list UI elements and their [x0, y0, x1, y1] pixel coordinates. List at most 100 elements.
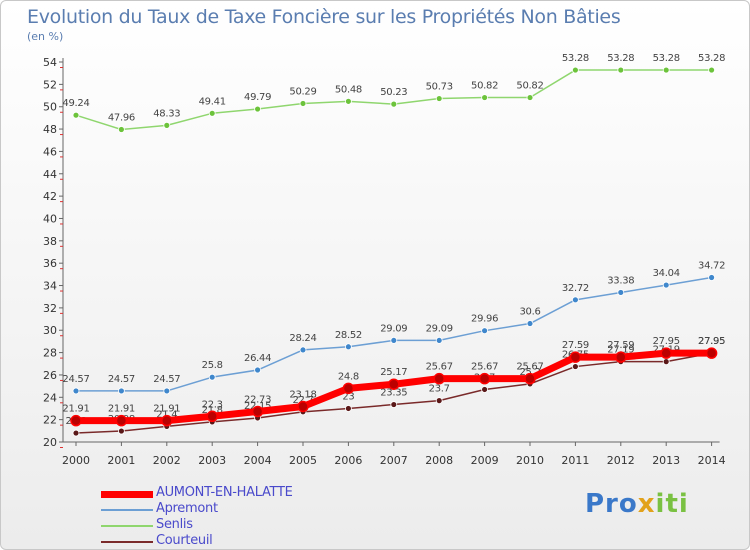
- data-point: [569, 351, 582, 363]
- data-point: [481, 94, 489, 101]
- data-label: 24.57: [108, 374, 135, 385]
- series-line: [75, 69, 713, 131]
- data-label: 50.82: [516, 81, 543, 92]
- y-tick-label: 48: [43, 123, 57, 136]
- data-label: 26.44: [244, 353, 271, 364]
- data-label: 25.8: [202, 360, 223, 371]
- x-tick-label: 2004: [244, 454, 272, 467]
- data-label: 27.95: [698, 336, 725, 347]
- data-label: 50.48: [335, 84, 362, 95]
- x-tick-label: 2002: [153, 454, 181, 467]
- y-tick-label: 24: [43, 391, 57, 404]
- data-label: 27.19: [607, 345, 634, 356]
- x-tick-label: 2014: [698, 454, 726, 467]
- data-point: [299, 100, 307, 107]
- data-label: 27.95: [653, 336, 680, 347]
- data-point: [662, 66, 670, 74]
- data-label: 24.8: [338, 371, 359, 382]
- legend-swatch-apremont: [101, 509, 153, 511]
- legend-label-aumont: AUMONT-EN-HALATTE: [156, 485, 293, 500]
- chart-subtitle: (en %): [27, 30, 64, 43]
- data-label: 28.24: [289, 333, 316, 344]
- legend-label-apremont: Apremont: [156, 501, 218, 516]
- data-point: [115, 414, 128, 427]
- data-point: [72, 111, 80, 119]
- data-point: [72, 429, 80, 437]
- y-tick-label: 54: [43, 56, 57, 69]
- data-label: 53.28: [653, 53, 680, 64]
- y-tick-label: 32: [43, 302, 57, 315]
- data-label: 53.28: [607, 53, 634, 64]
- legend-swatch-senlis: [101, 525, 153, 527]
- data-point: [390, 100, 398, 108]
- y-tick-label: 50: [43, 101, 57, 114]
- data-point: [344, 405, 352, 412]
- y-tick-label: 44: [43, 168, 57, 181]
- data-point: [662, 358, 670, 366]
- data-label: 21.91: [153, 404, 180, 415]
- x-tick-label: 2005: [289, 454, 317, 467]
- series-senlis: 49.24 47.96 48.33 49.41 49.79 50.29 50.48 50.23…: [62, 53, 725, 133]
- data-label: 25.2: [519, 367, 540, 378]
- data-label: 21.4: [156, 409, 177, 420]
- data-point: [478, 372, 491, 385]
- data-point: [208, 373, 216, 381]
- x-tick-label: 2011: [561, 454, 589, 467]
- data-point: [388, 378, 400, 390]
- data-label: 22.7: [292, 395, 313, 406]
- legend-label-courteuil: Courteuil: [156, 533, 213, 548]
- data-point: [433, 372, 445, 385]
- series-layer: 49.24 47.96 48.33 49.41 49.79 50.29 50.48 50.23…: [62, 53, 725, 437]
- y-tick-label: 22: [43, 414, 57, 427]
- data-point: [163, 121, 171, 129]
- data-label: 23.35: [380, 388, 407, 399]
- data-label: 32.72: [562, 283, 589, 294]
- data-point: [299, 346, 307, 354]
- data-point: [435, 397, 443, 405]
- data-label: 29.09: [426, 323, 453, 334]
- data-point: [705, 347, 718, 359]
- y-tick-label: 52: [43, 78, 57, 91]
- series-apremont: 24.57 24.57 24.57 25.8 26.44 28.24 28.52 29.09 2…: [62, 260, 725, 395]
- legend-swatch-courteuil: [101, 541, 153, 543]
- data-point: [208, 109, 216, 117]
- y-tick-label: 42: [43, 190, 57, 203]
- data-label: 53.28: [698, 53, 725, 64]
- data-point: [254, 366, 262, 374]
- x-tick-label: 2008: [425, 454, 453, 467]
- legend-swatch-aumont: [101, 491, 153, 498]
- y-tick-label: 40: [43, 212, 57, 225]
- data-label: 53.28: [562, 53, 589, 64]
- x-tick-label: 2003: [198, 454, 226, 467]
- data-point: [708, 66, 715, 74]
- x-tick-label: 2006: [334, 454, 362, 467]
- data-label: 49.41: [199, 96, 226, 107]
- data-label: 25.17: [380, 367, 407, 378]
- data-label: 23.7: [429, 384, 450, 395]
- x-tick-label: 2007: [380, 454, 408, 467]
- data-point: [297, 400, 309, 413]
- chart-title: Evolution du Taux de Taxe Foncière sur l…: [27, 6, 621, 28]
- data-point: [617, 66, 625, 74]
- y-tick-label: 38: [43, 235, 57, 248]
- x-tick-label: 2001: [107, 454, 135, 467]
- x-tick-label: 2012: [607, 454, 635, 467]
- data-point: [526, 94, 534, 101]
- data-point: [708, 274, 715, 281]
- data-label: 27.59: [562, 340, 589, 351]
- x-axis: 2000 2001 2002 2003 2004 2005 2006 2007 2008 2009…: [62, 441, 726, 467]
- y-tick-label: 28: [43, 347, 57, 360]
- data-label: 21.8: [202, 405, 223, 416]
- data-point: [617, 289, 625, 296]
- x-tick-label: 2013: [652, 454, 680, 467]
- data-label: 47.96: [108, 113, 135, 124]
- data-point: [344, 343, 352, 351]
- data-label: 49.24: [62, 98, 89, 109]
- x-tick-label: 2009: [471, 454, 499, 467]
- data-point: [572, 66, 579, 74]
- data-point: [481, 386, 489, 393]
- data-label: 21.91: [62, 404, 89, 415]
- data-label: 24.57: [153, 374, 180, 385]
- data-label: 50.82: [471, 81, 498, 92]
